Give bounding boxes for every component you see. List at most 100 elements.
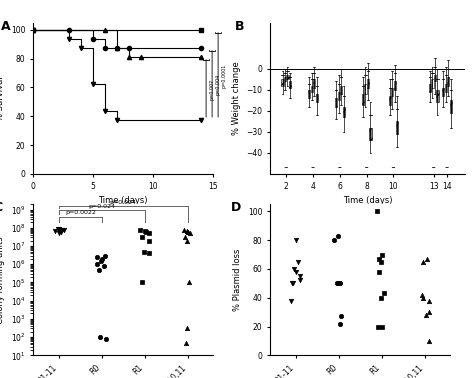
Y-axis label: % Weight change: % Weight change (232, 61, 241, 135)
Point (55, 226, 63, 232)
Bar (340, 86, 342, 94)
Bar (362, 94, 364, 105)
Point (426, 309, 433, 315)
Point (138, 234, 146, 240)
Point (335, 280, 342, 287)
Point (181, 234, 188, 240)
Point (97, 258, 104, 264)
Point (288, 297, 295, 304)
Point (289, 280, 297, 287)
Bar (447, 77, 449, 86)
Point (51, 228, 58, 234)
Point (185, 279, 193, 285)
Point (288, 280, 296, 287)
Point (330, 237, 338, 243)
Bar (365, 84, 366, 94)
Point (145, 230, 153, 236)
Text: p=0.007: p=0.007 (209, 78, 214, 99)
Point (102, 336, 110, 342)
Bar (286, 75, 289, 79)
Point (337, 280, 344, 287)
Point (58, 226, 65, 232)
Point (294, 259, 302, 265)
Point (333, 280, 340, 287)
Text: A: A (1, 20, 10, 33)
Point (141, 228, 149, 234)
Bar (437, 90, 438, 102)
Point (93, 261, 101, 267)
Point (290, 266, 298, 272)
Point (184, 325, 191, 332)
Bar (289, 82, 291, 88)
Point (292, 269, 300, 275)
Point (101, 253, 109, 259)
Point (377, 295, 385, 301)
Point (425, 297, 433, 304)
Point (379, 251, 386, 257)
Point (182, 339, 190, 345)
Bar (335, 98, 337, 107)
Point (55, 226, 62, 232)
Bar (445, 84, 447, 92)
Bar (343, 107, 345, 117)
Point (336, 321, 344, 327)
Point (186, 230, 194, 236)
Text: D: D (230, 201, 241, 214)
Point (418, 292, 426, 298)
Point (183, 228, 191, 234)
Point (142, 229, 149, 235)
Bar (367, 79, 369, 88)
Legend: R1-11, R0, R1, R1,10,11: R1-11, R0, R1, R1,10,11 (67, 0, 180, 2)
Bar (391, 88, 393, 96)
X-axis label: Time (days): Time (days) (343, 196, 392, 205)
Text: p=0.024: p=0.024 (88, 204, 115, 209)
Bar (313, 79, 315, 88)
Y-axis label: % Plasmid loss: % Plasmid loss (234, 248, 243, 311)
Bar (311, 86, 313, 92)
Point (296, 277, 304, 284)
Legend: R1-11, R0, R1, R1,10,11: R1-11, R0, R1, R1,10,11 (322, 0, 413, 1)
Point (378, 324, 386, 330)
Bar (369, 128, 372, 140)
Point (296, 273, 304, 279)
Bar (429, 84, 431, 92)
Point (422, 312, 430, 318)
Point (292, 237, 300, 243)
Point (380, 290, 387, 296)
Point (96, 267, 103, 273)
Bar (442, 88, 445, 96)
Point (146, 237, 153, 243)
Bar (434, 75, 436, 82)
X-axis label: Time (days): Time (days) (99, 196, 148, 205)
Point (183, 237, 191, 243)
Point (140, 248, 148, 254)
Point (419, 259, 427, 265)
Text: C: C (0, 201, 3, 214)
Point (98, 256, 106, 262)
Point (180, 226, 188, 232)
Y-axis label: % Survival: % Survival (0, 76, 6, 121)
Y-axis label: Colony forming units: Colony forming units (0, 236, 5, 324)
Point (100, 263, 108, 269)
Bar (282, 79, 283, 86)
Point (425, 338, 432, 344)
Point (57, 229, 65, 235)
Point (373, 208, 381, 214)
Point (136, 226, 144, 232)
Text: B: B (235, 20, 245, 33)
Text: p=0.004: p=0.004 (215, 74, 220, 95)
Point (55, 230, 63, 236)
Point (138, 279, 146, 285)
Point (184, 229, 191, 235)
Point (419, 295, 427, 301)
Bar (308, 90, 310, 98)
Bar (431, 79, 434, 88)
Point (60, 227, 68, 233)
Point (334, 233, 342, 239)
Bar (450, 101, 452, 113)
Text: p=0.0001: p=0.0001 (222, 64, 227, 88)
Bar (316, 94, 318, 102)
Point (424, 256, 431, 262)
Point (377, 259, 384, 265)
Bar (337, 92, 340, 101)
